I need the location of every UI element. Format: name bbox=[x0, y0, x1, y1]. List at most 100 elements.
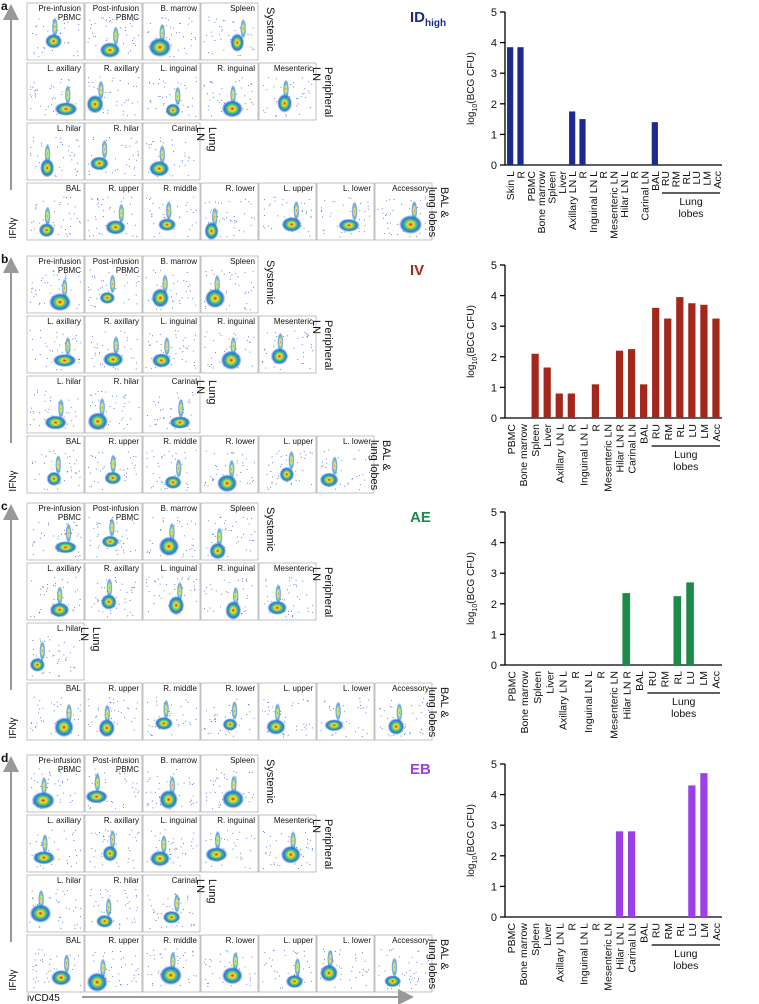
event-dot bbox=[109, 420, 111, 422]
event-dot bbox=[126, 538, 128, 540]
event-dot bbox=[125, 530, 127, 532]
event-dot bbox=[136, 362, 138, 364]
event-dot bbox=[111, 951, 113, 953]
event-dot bbox=[35, 840, 37, 842]
event-dot bbox=[155, 696, 157, 698]
flow-density bbox=[50, 969, 72, 986]
event-dot bbox=[334, 987, 336, 989]
event-dot bbox=[150, 791, 152, 793]
event-dot bbox=[59, 770, 61, 772]
x-tick-label: Axillary LN L bbox=[567, 171, 579, 230]
flow-plot: B. marrow bbox=[142, 255, 201, 314]
event-dot bbox=[286, 589, 288, 591]
event-dot bbox=[169, 906, 171, 908]
group-label: lobes bbox=[673, 960, 698, 972]
event-dot bbox=[33, 296, 35, 298]
bar bbox=[688, 785, 696, 917]
y-axis-title: log10(BCG CFU) bbox=[466, 804, 479, 877]
event-dot bbox=[121, 518, 123, 520]
y-tick-label: 1 bbox=[491, 629, 497, 641]
event-dot bbox=[123, 302, 125, 304]
event-dot bbox=[157, 578, 159, 580]
flow-density bbox=[221, 789, 245, 809]
event-dot bbox=[133, 168, 135, 170]
event-dot bbox=[72, 449, 74, 451]
plot-label: R. hilar bbox=[114, 124, 140, 133]
event-dot bbox=[228, 704, 230, 706]
event-dot bbox=[272, 462, 274, 464]
event-dot bbox=[209, 959, 211, 961]
event-dot bbox=[136, 338, 138, 340]
event-dot bbox=[229, 732, 231, 734]
event-dot bbox=[29, 411, 31, 413]
event-dot bbox=[210, 283, 212, 285]
event-dot bbox=[281, 598, 283, 600]
event-dot bbox=[148, 345, 150, 347]
event-dot bbox=[182, 36, 184, 38]
event-dot bbox=[100, 470, 102, 472]
event-dot bbox=[160, 597, 162, 599]
event-dot bbox=[304, 981, 306, 983]
event-dot bbox=[393, 198, 395, 200]
flow-density bbox=[230, 84, 237, 105]
event-dot bbox=[231, 274, 233, 276]
event-dot bbox=[73, 425, 75, 427]
event-dot bbox=[52, 98, 54, 100]
plot-label: Pre-infusion bbox=[38, 257, 81, 266]
event-dot bbox=[171, 144, 173, 146]
event-dot bbox=[191, 105, 193, 107]
event-dot bbox=[253, 218, 255, 220]
event-dot bbox=[117, 90, 119, 92]
flow-density bbox=[205, 846, 228, 862]
event-dot bbox=[105, 19, 107, 21]
event-dot bbox=[215, 18, 217, 20]
event-dot bbox=[89, 725, 91, 727]
event-dot bbox=[95, 44, 97, 46]
flow-density bbox=[102, 351, 124, 368]
event-dot bbox=[34, 94, 36, 96]
flow-density bbox=[109, 829, 116, 850]
event-dot bbox=[428, 709, 430, 711]
event-dot bbox=[203, 84, 205, 86]
event-dot bbox=[209, 792, 211, 794]
event-dot bbox=[90, 807, 92, 809]
event-dot bbox=[51, 863, 53, 865]
event-dot bbox=[132, 155, 134, 157]
event-dot bbox=[149, 777, 151, 779]
event-dot bbox=[309, 368, 311, 370]
plot-label: L. axillary bbox=[47, 816, 81, 825]
x-tick-label: R bbox=[570, 671, 582, 679]
event-dot bbox=[135, 788, 137, 790]
event-dot bbox=[58, 204, 60, 206]
event-dot bbox=[135, 889, 137, 891]
event-dot bbox=[109, 697, 111, 699]
flow-density bbox=[64, 84, 71, 105]
event-dot bbox=[40, 337, 42, 339]
event-dot bbox=[60, 369, 62, 371]
event-dot bbox=[205, 450, 207, 452]
event-dot bbox=[163, 102, 165, 104]
flow-density bbox=[225, 600, 242, 620]
event-dot bbox=[78, 145, 80, 147]
event-dot bbox=[153, 595, 155, 597]
event-dot bbox=[225, 465, 227, 467]
event-dot bbox=[29, 423, 31, 425]
bar bbox=[686, 582, 694, 665]
event-dot bbox=[297, 952, 299, 954]
event-dot bbox=[49, 639, 51, 641]
event-dot bbox=[400, 203, 402, 205]
flow-density bbox=[165, 103, 181, 118]
event-dot bbox=[334, 950, 336, 952]
event-dot bbox=[120, 712, 122, 714]
event-dot bbox=[210, 211, 212, 213]
event-dot bbox=[124, 890, 126, 892]
event-dot bbox=[216, 469, 218, 471]
event-dot bbox=[216, 777, 218, 779]
plot-label: B. marrow bbox=[161, 257, 198, 266]
event-dot bbox=[359, 484, 361, 486]
event-dot bbox=[150, 100, 152, 102]
event-dot bbox=[303, 856, 305, 858]
event-dot bbox=[47, 783, 49, 785]
event-dot bbox=[53, 450, 55, 452]
flow-density bbox=[214, 830, 221, 851]
